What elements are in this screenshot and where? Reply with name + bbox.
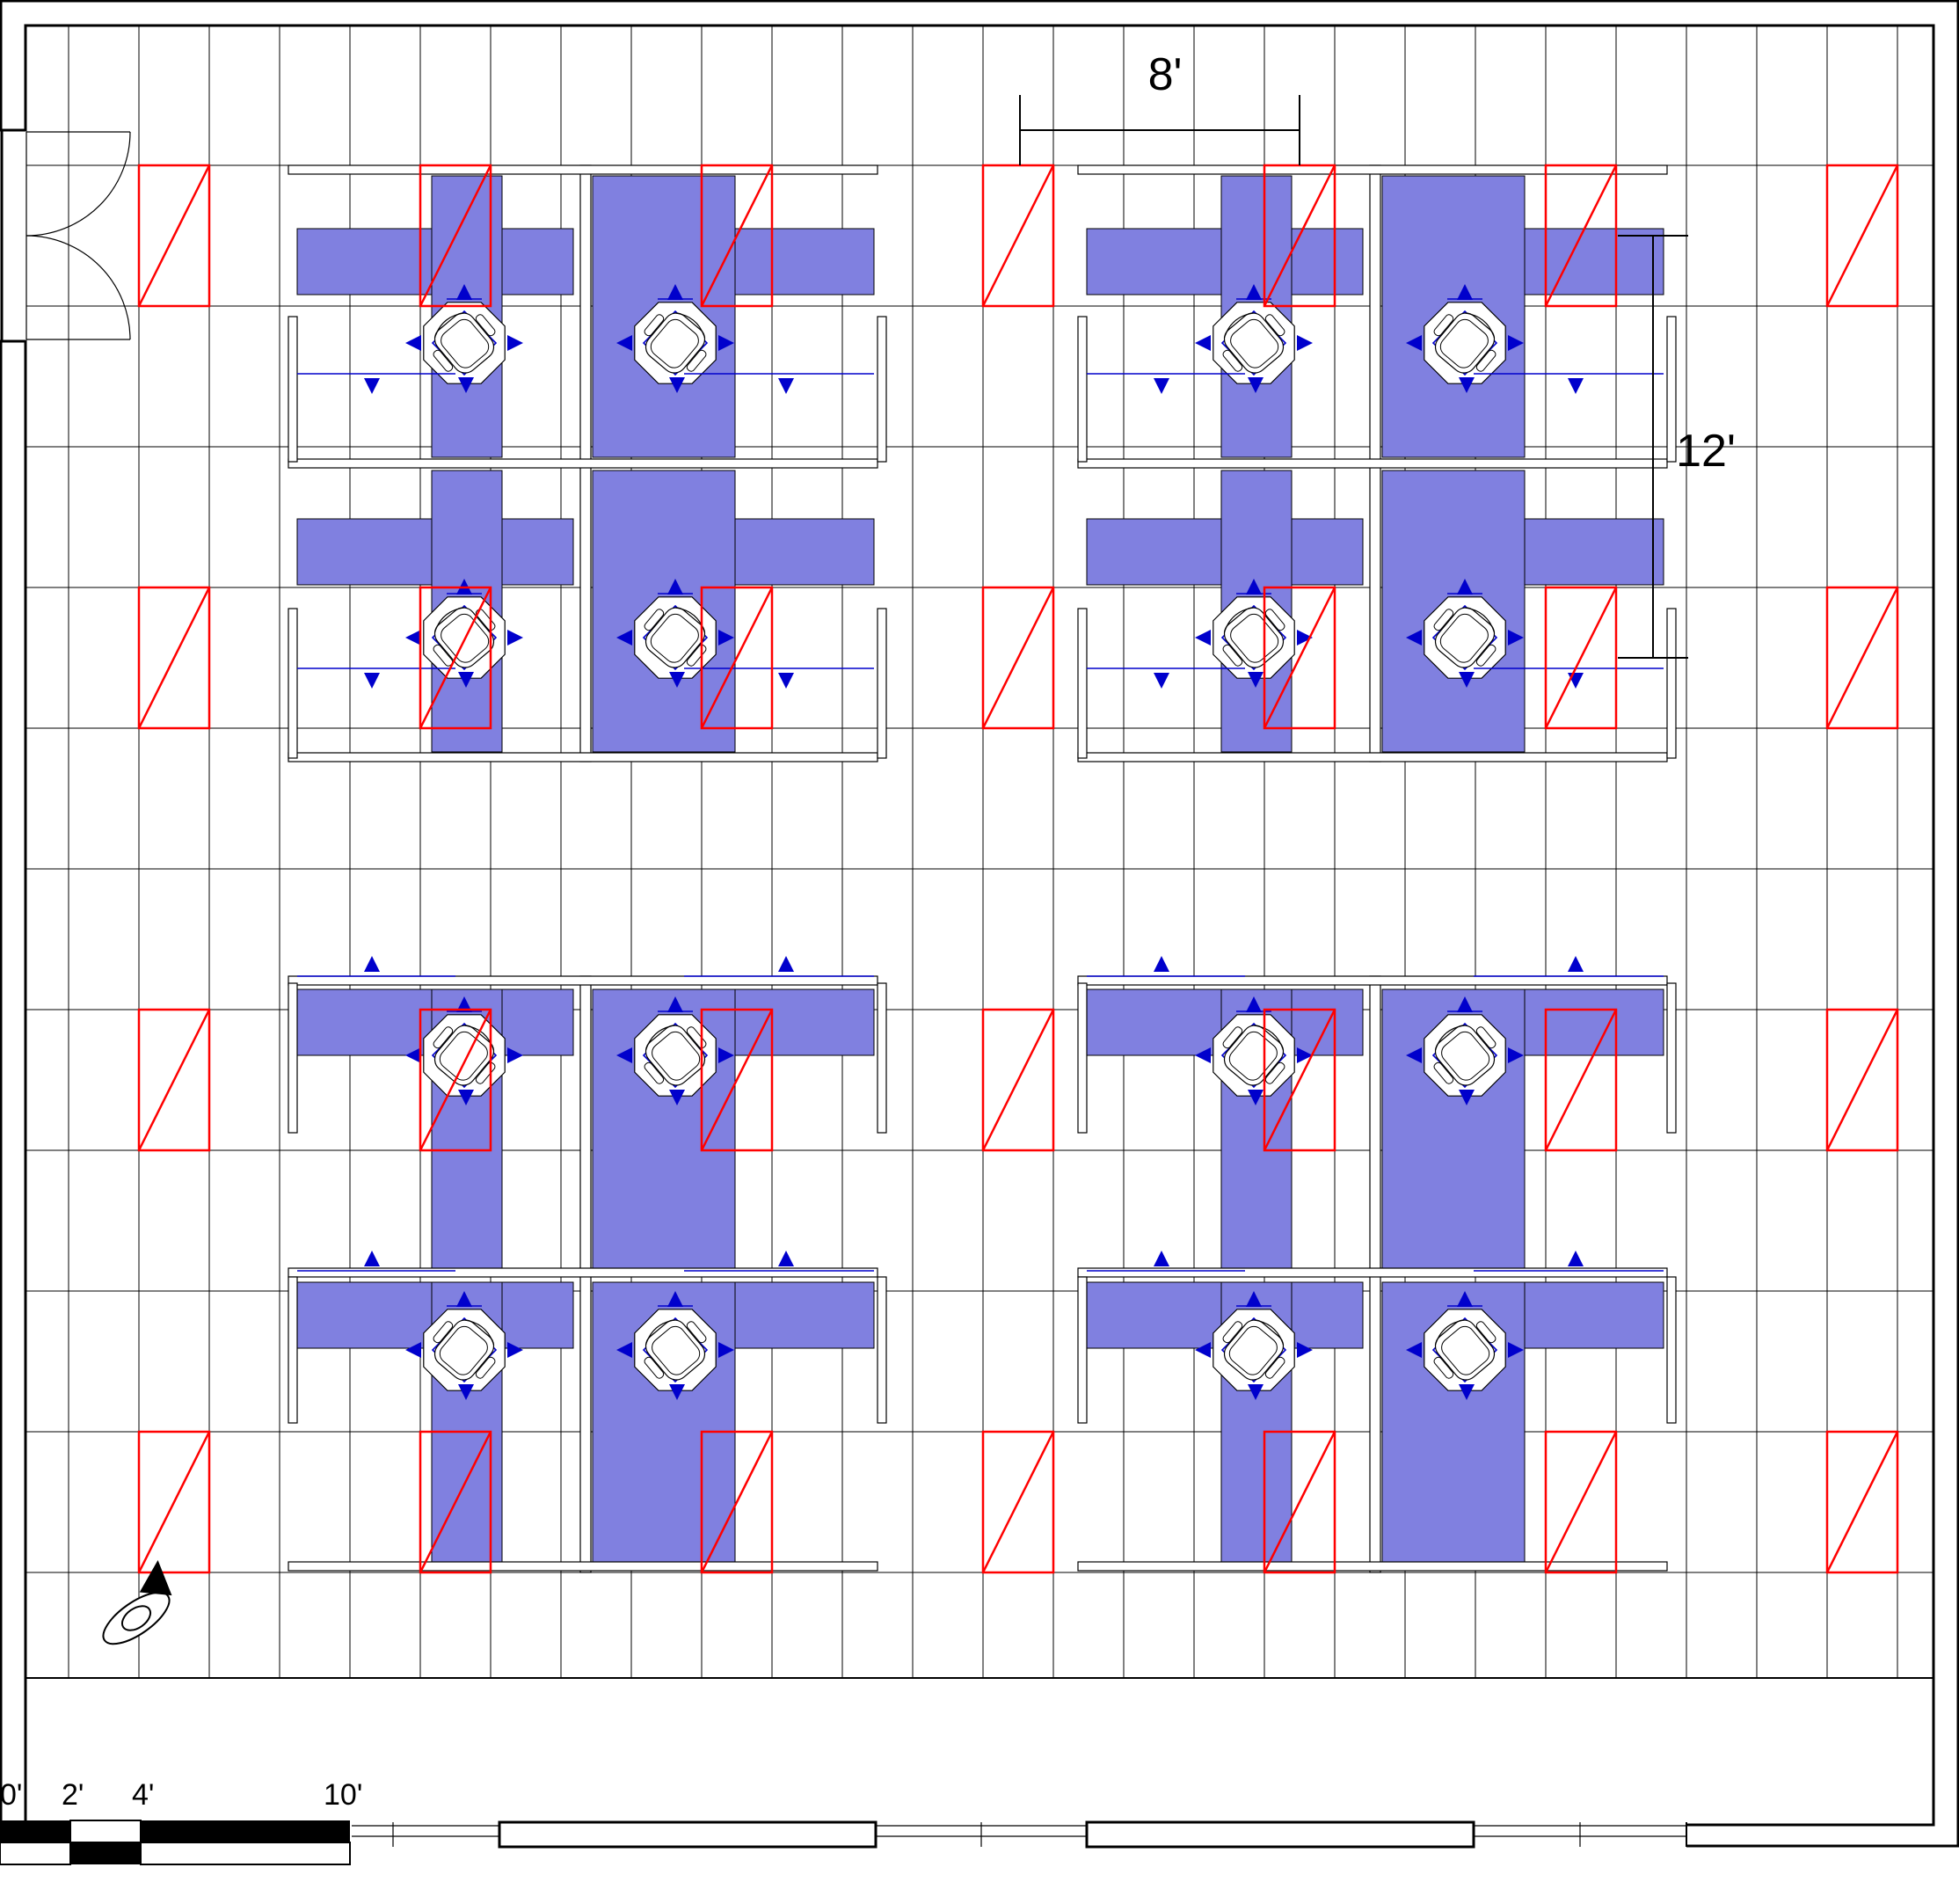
light-fixture-icon xyxy=(700,586,774,730)
partition-pod0 xyxy=(288,164,887,762)
width-dimension: 8' xyxy=(1019,49,1300,165)
desk-pod3-br xyxy=(1381,1281,1664,1565)
light-fixture-icon xyxy=(137,586,211,730)
scale-bar: 0' 2' 4' 10' xyxy=(0,1778,362,1900)
light-fixture-icon xyxy=(1544,1008,1618,1152)
light-fixture-icon xyxy=(1544,164,1618,308)
light-fixture-icon xyxy=(1263,586,1336,730)
scale-label-0: 0' xyxy=(0,1778,22,1812)
partition-pod3 xyxy=(1077,975,1677,1573)
depth-dimension: 12' xyxy=(1618,235,1736,659)
viewpoint-eye-icon[interactable] xyxy=(84,1559,187,1653)
light-fixture-icon xyxy=(981,1430,1055,1574)
light-fixture-icon xyxy=(1263,1008,1336,1152)
window-2 xyxy=(1473,1822,1687,1849)
light-fixture-icon xyxy=(419,164,492,308)
light-fixture-icon xyxy=(700,1430,774,1574)
partition-pod2 xyxy=(288,975,887,1573)
light-fixture-icon xyxy=(137,1430,211,1574)
desk-pod1-br xyxy=(1381,470,1664,753)
light-fixture-icon xyxy=(419,1430,492,1574)
window-1 xyxy=(875,1822,1088,1849)
light-fixture-icon xyxy=(137,164,211,308)
scale-label-10: 10' xyxy=(324,1778,362,1812)
cubicle-partitions xyxy=(288,164,1677,1573)
desk-pod2-tr xyxy=(592,988,875,1272)
desk-pod0-tr xyxy=(592,175,875,458)
desk-pod2-br xyxy=(592,1281,875,1565)
light-fixture-icon xyxy=(1544,586,1618,730)
desk-pod3-tr xyxy=(1381,988,1664,1272)
desk-pod1-tr xyxy=(1381,175,1664,458)
light-fixture-icon xyxy=(1825,164,1899,308)
scale-label-2: 2' xyxy=(62,1778,84,1812)
light-fixture-icon xyxy=(419,586,492,730)
light-fixture-icon xyxy=(700,1008,774,1152)
light-fixture-icon xyxy=(981,586,1055,730)
entry-door[interactable] xyxy=(0,128,131,343)
light-fixture-icon xyxy=(981,1008,1055,1152)
light-fixture-icon xyxy=(419,1008,492,1152)
light-fixture-icon xyxy=(1263,1430,1336,1574)
depth-dimension-label: 12' xyxy=(1676,426,1736,477)
light-fixture-icon xyxy=(1825,1008,1899,1152)
light-fixtures xyxy=(137,164,1899,1574)
light-fixture-icon xyxy=(700,164,774,308)
partition-pod1 xyxy=(1077,164,1677,762)
light-fixture-icon xyxy=(1544,1430,1618,1574)
scale-label-4: 4' xyxy=(132,1778,154,1812)
light-fixture-icon xyxy=(981,164,1055,308)
desk-pod0-br xyxy=(592,470,875,753)
light-fixture-icon xyxy=(1825,1430,1899,1574)
wall-segments xyxy=(498,1820,1475,1849)
width-dimension-label: 8' xyxy=(1148,49,1183,100)
light-fixture-icon xyxy=(1825,586,1899,730)
light-fixture-icon xyxy=(137,1008,211,1152)
windows xyxy=(286,1820,1687,1849)
